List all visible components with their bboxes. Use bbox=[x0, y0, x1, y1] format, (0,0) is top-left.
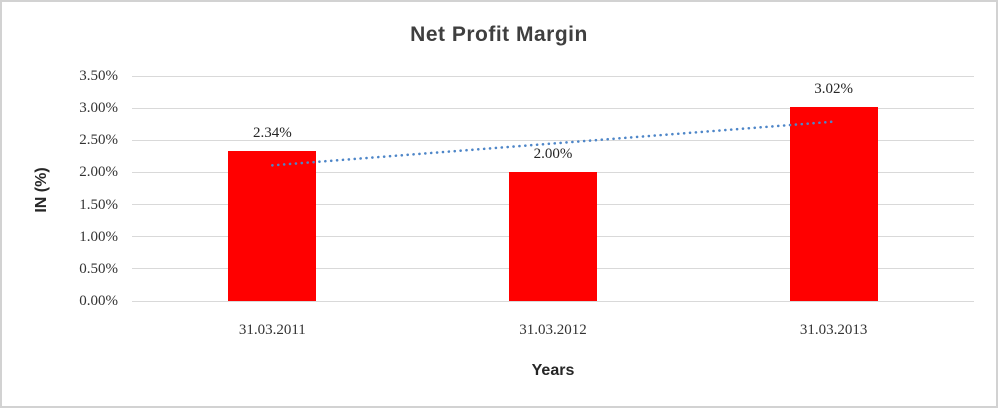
y-tick-label: 1.50% bbox=[79, 196, 118, 213]
gridline bbox=[132, 107, 974, 109]
chart-title: Net Profit Margin bbox=[410, 23, 588, 46]
bar bbox=[228, 150, 317, 301]
bar bbox=[509, 172, 597, 301]
y-tick-label: 3.00% bbox=[79, 100, 118, 117]
y-tick-label: 2.50% bbox=[79, 132, 118, 149]
x-tick-label: 31.03.2013 bbox=[799, 322, 868, 338]
y-tick-label: 0.00% bbox=[79, 293, 118, 309]
y-tick-label: 1.00% bbox=[79, 228, 118, 245]
x-axis-title: Years bbox=[531, 362, 575, 379]
x-tick-label: 31.03.2012 bbox=[519, 322, 587, 338]
gridline bbox=[132, 300, 974, 302]
gridline bbox=[132, 75, 974, 77]
y-tick-label: 3.50% bbox=[79, 68, 118, 84]
y-tick-label: 0.50% bbox=[79, 260, 118, 277]
x-tick-label: 31.03.2011 bbox=[238, 322, 306, 338]
y-tick-label: 2.00% bbox=[79, 164, 118, 181]
bar bbox=[789, 106, 878, 301]
